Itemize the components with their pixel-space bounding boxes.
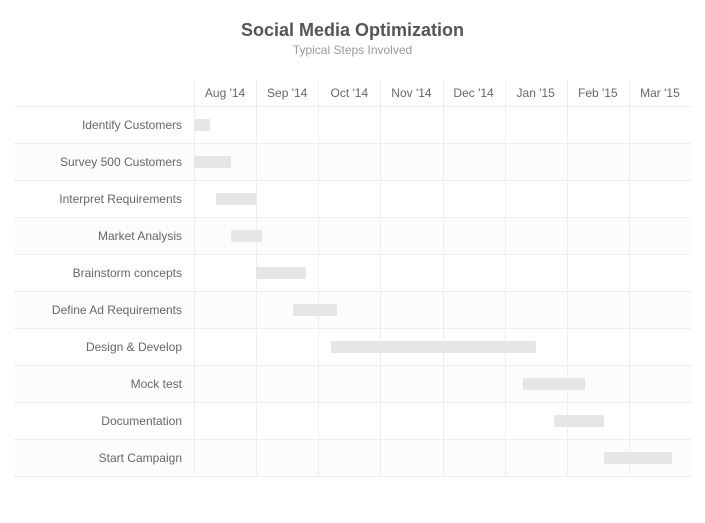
task-row: Market Analysis xyxy=(14,217,691,254)
task-bar xyxy=(194,119,210,131)
header-row: Aug '14Sep '14Oct '14Nov '14Dec '14Jan '… xyxy=(14,80,691,106)
gantt-chart: Social Media Optimization Typical Steps … xyxy=(0,0,705,523)
task-row: Mock test xyxy=(14,365,691,402)
column-header: Sep '14 xyxy=(256,80,318,106)
grid-line xyxy=(318,80,319,106)
grid-line xyxy=(256,80,257,106)
grid-line xyxy=(629,80,630,106)
task-bar xyxy=(554,415,604,427)
task-row: Brainstorm concepts xyxy=(14,254,691,291)
task-bar xyxy=(293,304,336,316)
task-track xyxy=(194,255,691,291)
task-label: Documentation xyxy=(14,403,194,439)
grid-line xyxy=(505,80,506,106)
chart-subtitle: Typical Steps Involved xyxy=(0,43,705,57)
column-header: Nov '14 xyxy=(380,80,442,106)
task-label: Survey 500 Customers xyxy=(14,144,194,180)
grid-line xyxy=(194,80,195,106)
task-label: Define Ad Requirements xyxy=(14,292,194,328)
task-track xyxy=(194,403,691,439)
bottom-border xyxy=(14,476,691,477)
task-row: Survey 500 Customers xyxy=(14,143,691,180)
task-label: Market Analysis xyxy=(14,218,194,254)
task-track xyxy=(194,144,691,180)
grid-line xyxy=(567,80,568,106)
task-row: Documentation xyxy=(14,402,691,439)
column-header: Mar '15 xyxy=(629,80,691,106)
task-label: Design & Develop xyxy=(14,329,194,365)
column-header: Aug '14 xyxy=(194,80,256,106)
task-track xyxy=(194,440,691,476)
task-track xyxy=(194,107,691,143)
column-header: Feb '15 xyxy=(567,80,629,106)
task-track xyxy=(194,218,691,254)
task-row: Start Campaign xyxy=(14,439,691,476)
task-row: Design & Develop xyxy=(14,328,691,365)
task-bar xyxy=(194,156,231,168)
column-header: Dec '14 xyxy=(443,80,505,106)
task-label: Interpret Requirements xyxy=(14,181,194,217)
task-track xyxy=(194,292,691,328)
task-row: Identify Customers xyxy=(14,106,691,143)
task-track xyxy=(194,181,691,217)
task-label: Brainstorm concepts xyxy=(14,255,194,291)
task-bar xyxy=(331,341,536,353)
grid-line xyxy=(380,80,381,106)
task-bar xyxy=(256,267,306,279)
task-row: Interpret Requirements xyxy=(14,180,691,217)
chart-title: Social Media Optimization xyxy=(0,20,705,41)
task-bar xyxy=(231,230,262,242)
task-row: Define Ad Requirements xyxy=(14,291,691,328)
grid-line xyxy=(443,80,444,106)
task-label: Identify Customers xyxy=(14,107,194,143)
task-bar xyxy=(523,378,585,390)
column-header: Oct '14 xyxy=(318,80,380,106)
column-header: Jan '15 xyxy=(505,80,567,106)
chart-area: Aug '14Sep '14Oct '14Nov '14Dec '14Jan '… xyxy=(14,80,691,503)
task-track xyxy=(194,366,691,402)
task-label: Start Campaign xyxy=(14,440,194,476)
task-label: Mock test xyxy=(14,366,194,402)
task-bar xyxy=(604,452,672,464)
task-bar xyxy=(216,193,256,205)
header-cols: Aug '14Sep '14Oct '14Nov '14Dec '14Jan '… xyxy=(194,80,691,106)
task-track xyxy=(194,329,691,365)
